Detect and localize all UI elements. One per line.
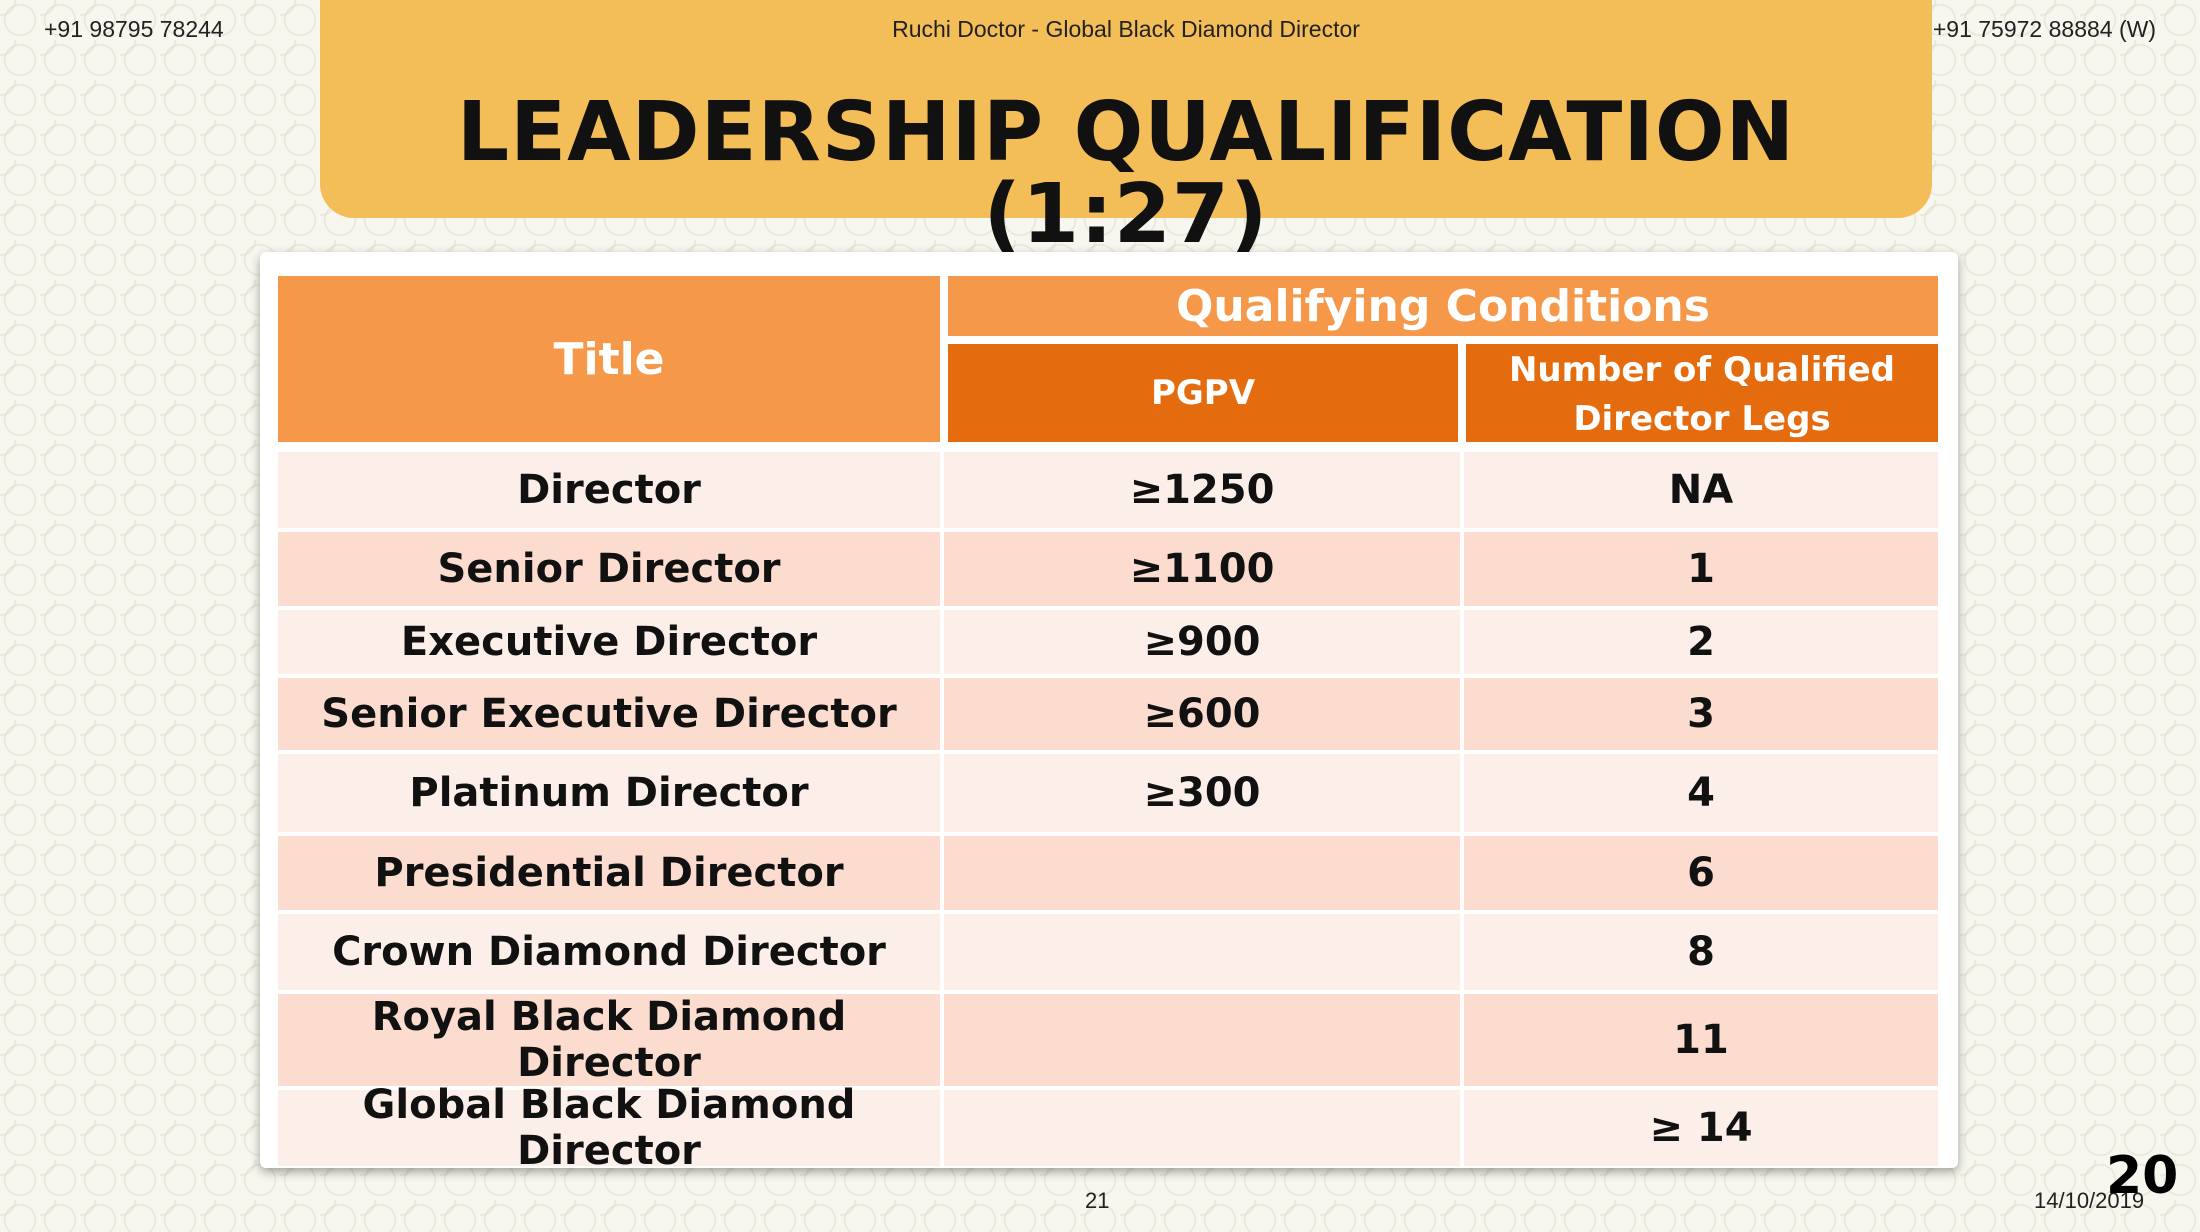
row-legs: 11 bbox=[1464, 994, 1938, 1086]
footer-date: 14/10/2019 bbox=[2034, 1188, 2145, 1213]
row-title: Executive Director bbox=[278, 610, 940, 674]
header-pgpv: PGPV bbox=[948, 344, 1458, 442]
row-pgpv: ≥1100 bbox=[944, 532, 1460, 606]
row-legs: 2 bbox=[1464, 610, 1938, 674]
row-pgpv bbox=[944, 1090, 1460, 1166]
title-banner: Ruchi Doctor - Global Black Diamond Dire… bbox=[320, 0, 1932, 256]
row-pgpv bbox=[944, 994, 1460, 1086]
row-pgpv: ≥1250 bbox=[944, 452, 1460, 528]
page-title: LEADERSHIP QUALIFICATION (1:27) bbox=[456, 85, 1796, 262]
phone-left: +91 98795 78244 bbox=[44, 16, 224, 42]
row-pgpv: ≥600 bbox=[944, 678, 1460, 750]
row-legs: 1 bbox=[1464, 532, 1938, 606]
phone-right: +91 75972 88884 (W) bbox=[1932, 16, 2156, 42]
row-title: Crown Diamond Director bbox=[278, 914, 940, 990]
page-number: 21 bbox=[1085, 1188, 1110, 1213]
row-title: Presidential Director bbox=[278, 836, 940, 910]
header-title: Title bbox=[278, 276, 940, 442]
row-legs: 4 bbox=[1464, 754, 1938, 832]
row-legs: 3 bbox=[1464, 678, 1938, 750]
row-legs: 6 bbox=[1464, 836, 1938, 910]
row-title: Global Black Diamond Director bbox=[278, 1082, 940, 1174]
header-qualifying-conditions: Qualifying Conditions bbox=[948, 276, 1938, 336]
row-legs: ≥ 14 bbox=[1464, 1090, 1938, 1166]
row-title: Platinum Director bbox=[278, 754, 940, 832]
header-director-legs: Number of Qualified Director Legs bbox=[1466, 344, 1938, 442]
row-pgpv: ≥900 bbox=[944, 610, 1460, 674]
row-title: Royal Black Diamond Director bbox=[278, 994, 940, 1086]
row-legs: 8 bbox=[1464, 914, 1938, 990]
row-legs: NA bbox=[1464, 452, 1938, 528]
row-title: Director bbox=[278, 452, 940, 528]
row-pgpv bbox=[944, 914, 1460, 990]
author-line: Ruchi Doctor - Global Black Diamond Dire… bbox=[892, 16, 1360, 42]
row-title: Senior Director bbox=[278, 532, 940, 606]
row-pgpv: ≥300 bbox=[944, 754, 1460, 832]
row-title: Senior Executive Director bbox=[278, 678, 940, 750]
slide-number: 20 bbox=[2106, 1146, 2179, 1206]
row-pgpv bbox=[944, 836, 1460, 910]
